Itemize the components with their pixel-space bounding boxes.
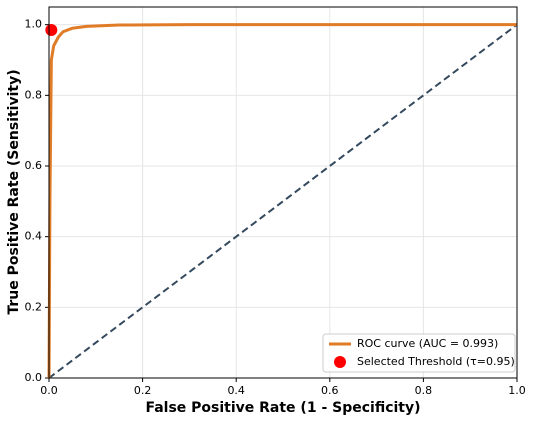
legend-swatch	[334, 356, 346, 368]
x-tick-label: 0.4	[227, 384, 245, 397]
y-tick-label: 0.4	[25, 230, 43, 243]
x-tick-label: 0.6	[321, 384, 339, 397]
y-axis-label: True Positive Rate (Sensitivity)	[6, 69, 22, 314]
x-tick-label: 0.8	[415, 384, 433, 397]
y-tick-label: 0.6	[25, 159, 43, 172]
diagonal-line	[48, 23, 518, 379]
y-tick-label: 1.0	[25, 18, 43, 31]
x-tick-label: 1.0	[508, 384, 526, 397]
y-tick-label: 0.8	[25, 88, 43, 101]
y-tick-label: 0.2	[25, 300, 43, 313]
threshold-point	[45, 23, 58, 36]
x-tick-label: 0.2	[134, 384, 152, 397]
x-axis-label: False Positive Rate (1 - Specificity)	[145, 400, 420, 416]
legend-label: Selected Threshold (τ=0.95)	[357, 355, 515, 368]
y-tick-label: 0.0	[25, 371, 43, 384]
legend-box	[322, 333, 516, 373]
plot-frame	[48, 6, 518, 379]
legend-label: ROC curve (AUC = 0.993)	[357, 337, 498, 350]
x-tick-label: 0.0	[40, 384, 58, 397]
roc-curve	[47, 23, 517, 379]
